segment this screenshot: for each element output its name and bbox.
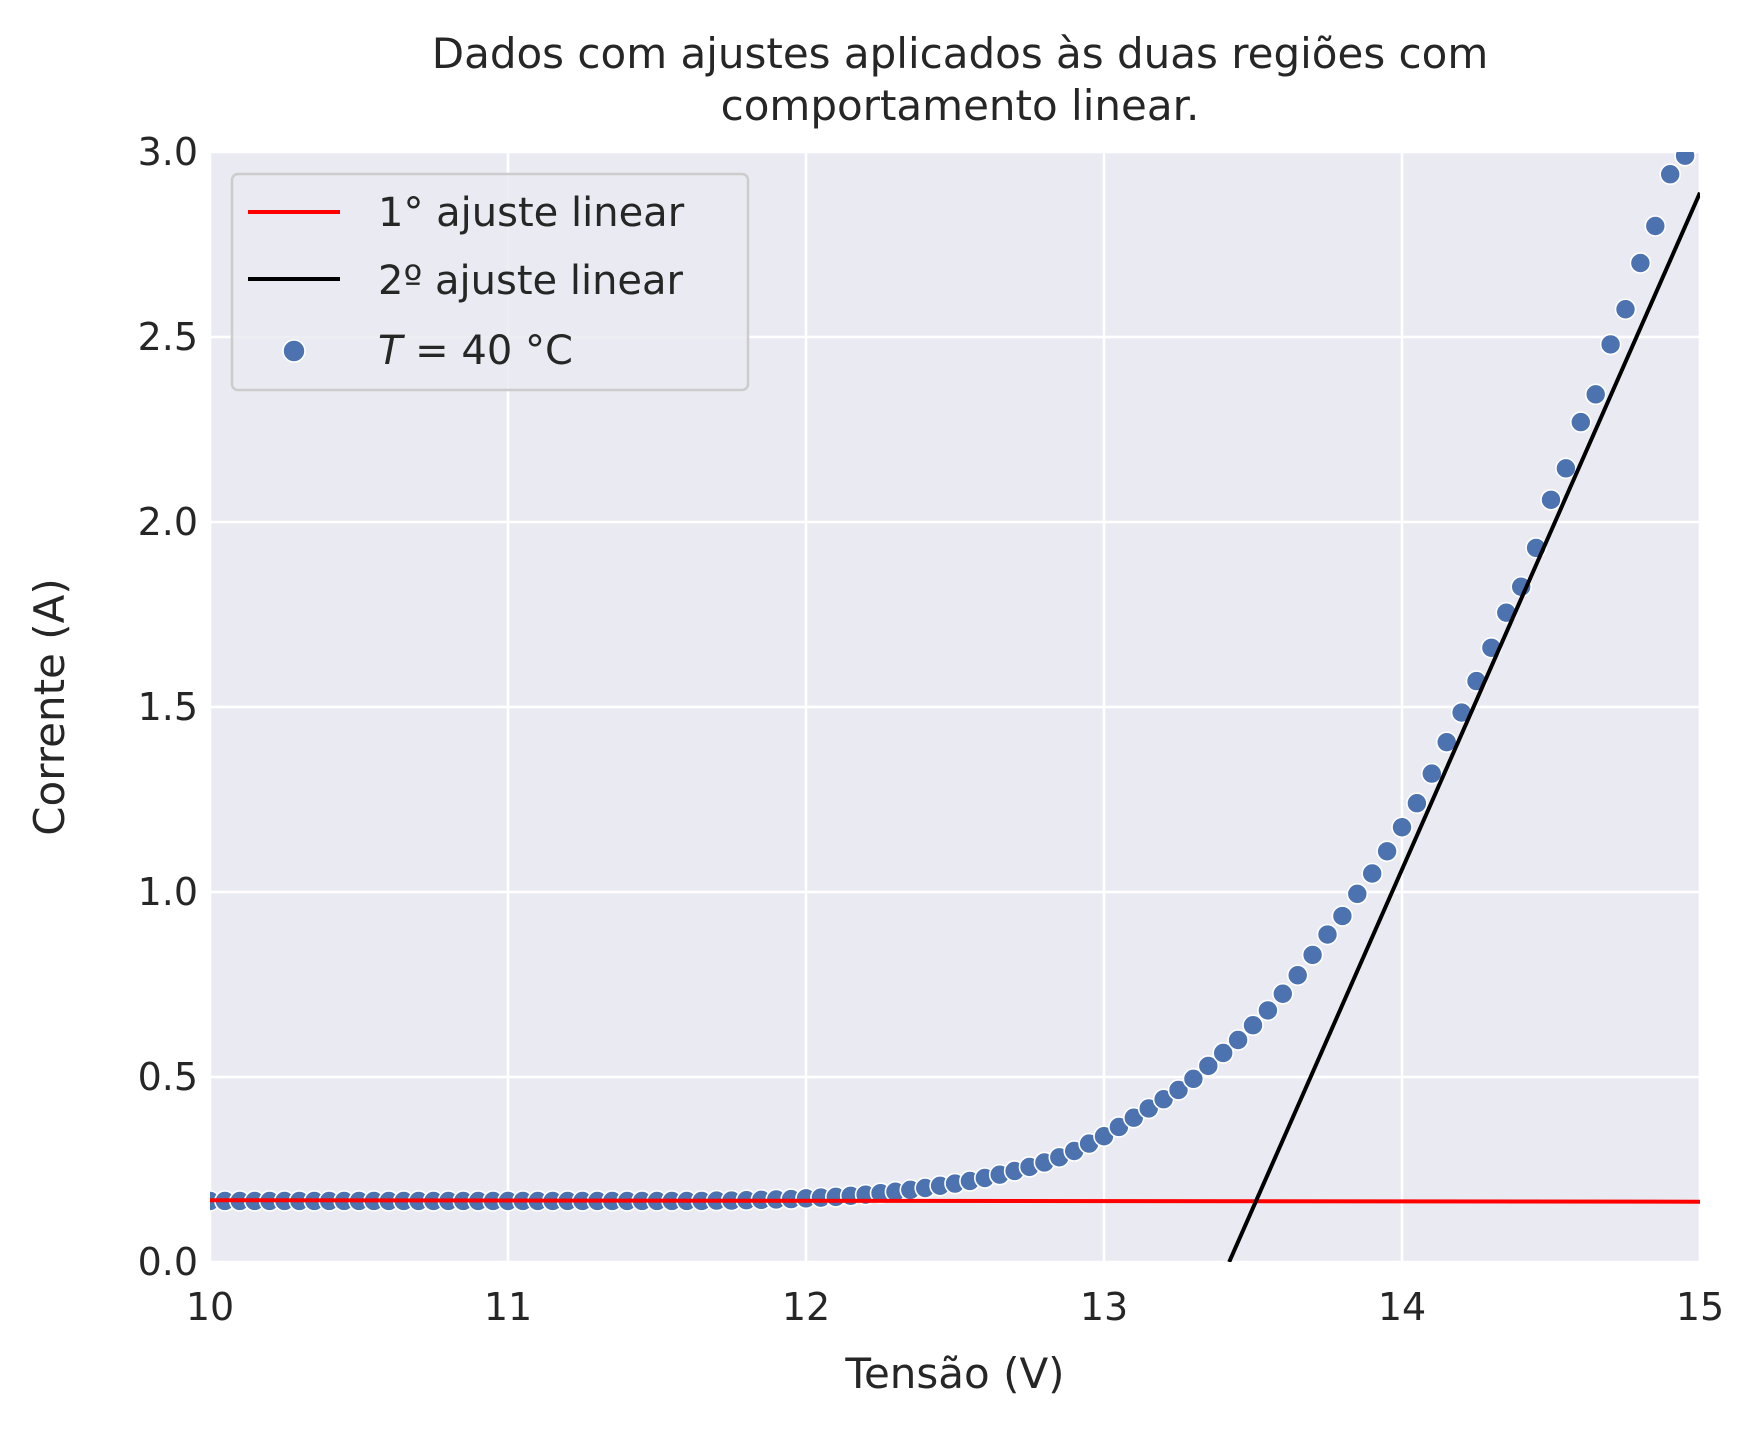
scatter-point [1540, 488, 1562, 511]
scatter-point [1257, 999, 1279, 1022]
y-tick-label: 2.0 [138, 500, 198, 544]
legend-scatter-variable: T [378, 328, 406, 374]
scatter-point [1316, 923, 1339, 946]
scatter-point [1197, 1055, 1220, 1077]
scatter-point [1599, 333, 1622, 356]
x-tick-label: 10 [186, 1285, 234, 1329]
scatter-point [1406, 792, 1428, 815]
scatter-point [1674, 152, 1696, 167]
y-axis-label: Corrente (A) [25, 578, 74, 836]
scatter-point [1391, 816, 1413, 839]
y-tick-label: 3.0 [138, 130, 198, 174]
y-axis-ticks: 0.0 0.5 1.0 1.5 2.0 2.5 3.0 [138, 130, 198, 1284]
x-tick-label: 15 [1676, 1285, 1724, 1329]
scatter-point [1331, 905, 1354, 927]
scatter-point [1421, 762, 1443, 785]
scatter-point [1167, 1079, 1190, 1101]
chart-title-line-1: Dados com ajustes aplicados às duas regi… [432, 29, 1489, 78]
chart-title-line-2: comportamento linear. [721, 81, 1200, 130]
scatter-point [1690, 124, 1710, 144]
scatter-point [1242, 1014, 1264, 1036]
scatter-point [1361, 862, 1383, 885]
legend-scatter-label: T = 40 °C [378, 328, 573, 374]
legend-fit1-label: 1° ajuste linear [378, 190, 685, 236]
x-tick-label: 14 [1378, 1285, 1426, 1329]
scatter-point [1182, 1068, 1205, 1090]
fit1-line [210, 1198, 1700, 1204]
legend-scatter-swatch [282, 339, 306, 363]
scatter-point [1301, 944, 1324, 966]
scatter-point [1346, 883, 1369, 905]
scatter-point [1629, 252, 1652, 274]
fit2-line [1227, 191, 1700, 1262]
y-tick-label: 2.5 [138, 315, 198, 359]
y-tick-label: 1.5 [138, 685, 198, 729]
y-tick-label: 0.5 [138, 1055, 198, 1099]
x-tick-label: 13 [1080, 1285, 1128, 1329]
scatter-point [1644, 215, 1667, 237]
legend: 1° ajuste linear 2º ajuste linear T = 40… [230, 172, 750, 392]
scatter-point [1227, 1029, 1249, 1051]
scatter-point [1555, 457, 1577, 480]
y-tick-label: 1.0 [138, 870, 198, 914]
scatter-point [1272, 982, 1294, 1005]
x-axis-label: Tensão (V) [844, 1349, 1064, 1398]
scatter-point [1584, 383, 1607, 406]
scatter-point [1212, 1042, 1234, 1064]
y-tick-label: 0.0 [138, 1240, 198, 1284]
legend-fit2-label: 2º ajuste linear [378, 258, 684, 304]
x-axis-ticks: 10 11 12 13 14 15 [186, 1285, 1724, 1329]
data-layer [210, 124, 1710, 1262]
grid [208, 150, 1702, 1264]
legend-scatter-value: = 40 °C [402, 328, 573, 374]
scatter-point [1614, 298, 1637, 321]
legend-box [230, 172, 750, 392]
scatter-point [1659, 163, 1681, 185]
scatter-point [1286, 964, 1309, 987]
chart-title: Dados com ajustes aplicados às duas regi… [432, 29, 1489, 130]
x-tick-label: 12 [782, 1285, 830, 1329]
scatter-point [1570, 411, 1592, 433]
scatter-point [1376, 840, 1398, 863]
x-tick-label: 11 [484, 1285, 532, 1329]
